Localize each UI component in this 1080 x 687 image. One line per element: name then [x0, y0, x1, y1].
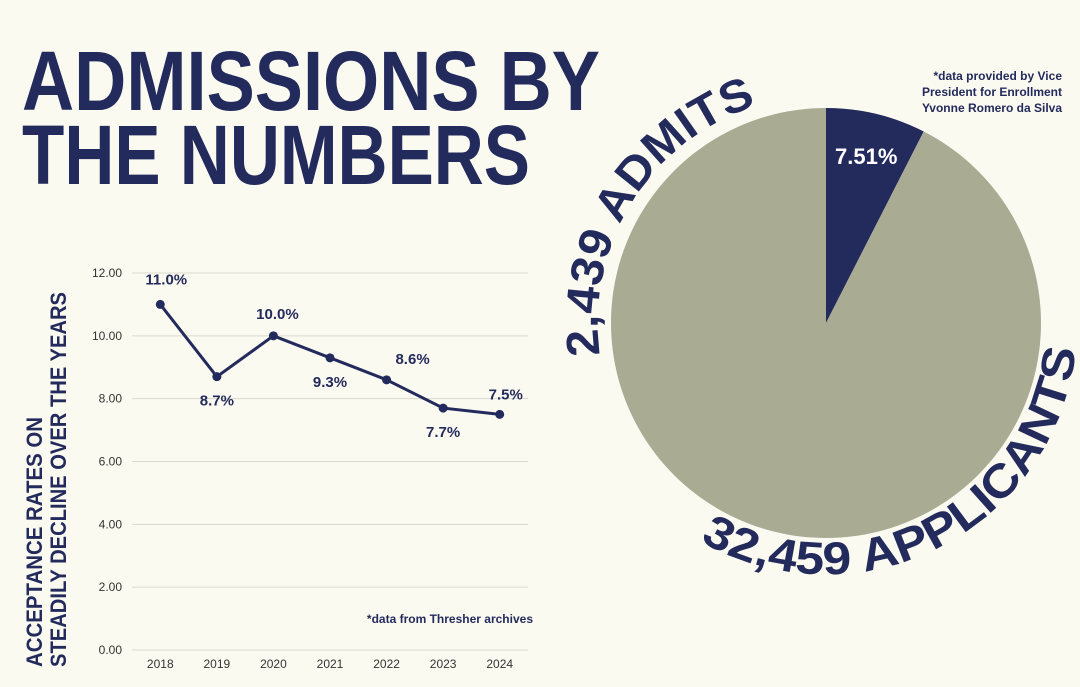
point — [495, 409, 505, 419]
x-tick-label: 2022 — [373, 657, 400, 671]
data-label: 9.3% — [313, 374, 347, 391]
note: Yvonne Romero da Silva — [922, 101, 1062, 115]
data-label: 11.0% — [145, 271, 187, 288]
data-label: 7.51% — [835, 144, 897, 169]
y-tick-label: 8.00 — [99, 392, 123, 406]
note: *data provided by Vice — [934, 69, 1063, 83]
pie-slice — [826, 108, 924, 323]
line-chart: 0.00 2.00 4.00 6.00 8.00 10.00 12.00 2018 2019 20… — [92, 266, 528, 671]
pie-chart: 7.51% — [611, 108, 1041, 538]
data-label: 7.7% — [426, 424, 460, 441]
note: *data from Thresher archives — [367, 612, 533, 626]
x-tick-label: 2023 — [430, 657, 457, 671]
y-tick-label: 2.00 — [99, 580, 123, 594]
data-label: 8.7% — [200, 393, 234, 410]
y-tick-label: 4.00 — [99, 517, 123, 531]
y-tick-label: 12.00 — [92, 266, 122, 280]
title-line: THE NUMBERS — [22, 108, 530, 202]
y-label-line: ACCEPTANCE RATES ON — [22, 417, 47, 667]
point — [325, 353, 335, 363]
y-tick-label: 6.00 — [99, 455, 123, 469]
point — [438, 403, 448, 413]
data-label: 8.6% — [395, 351, 429, 368]
point — [155, 299, 165, 309]
data-label: 7.5% — [489, 386, 523, 403]
data-label: 10.0% — [256, 306, 299, 323]
title-line: ADMISSIONS BY — [22, 34, 600, 128]
x-tick-label: 2024 — [486, 657, 513, 671]
point — [212, 372, 222, 382]
y-axis-label: ACCEPTANCE RATES ON STEADILY DECLINE OVE… — [22, 292, 71, 667]
point — [268, 331, 278, 341]
x-tick-label: 2019 — [204, 657, 231, 671]
y-tick-label: 0.00 — [99, 643, 123, 657]
x-tick-label: 2021 — [317, 657, 344, 671]
x-tick-label: 2018 — [147, 657, 174, 671]
y-label-line: STEADILY DECLINE OVER THE YEARS — [46, 292, 71, 667]
point — [382, 375, 392, 385]
y-tick-label: 10.00 — [92, 329, 122, 343]
x-tick-label: 2020 — [260, 657, 287, 671]
pie-slice — [611, 108, 1041, 538]
note: President for Enrollment — [922, 85, 1062, 99]
